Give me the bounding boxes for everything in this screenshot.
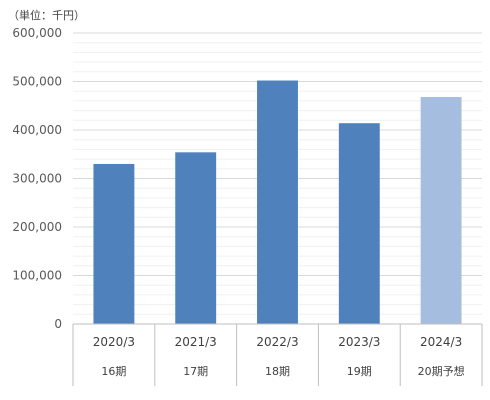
bar-forecast [420,97,462,325]
x-sub-label: 18期 [265,365,290,378]
x-sub-label: 17期 [183,365,208,378]
y-tick-label: 400,000 [12,123,62,137]
x-sub-label: 20期予想 [418,364,465,378]
bar [175,152,217,324]
x-sub-label: 19期 [347,365,372,378]
x-sub-label: 16期 [101,365,126,378]
x-tick-label: 2022/3 [256,335,298,349]
bar [93,163,135,324]
unit-label: （単位：千円） [8,8,85,22]
x-tick-label: 2021/3 [175,335,217,349]
bar [338,123,380,325]
bar [257,80,298,324]
x-axis: 2020/3 16期 2021/3 17期 2022/3 18期 2023/3 19期 2024… [72,323,483,386]
y-axis-ticks: 0 100,000 200,000 300,000 400,000 500,000 600,… [12,26,62,331]
y-tick-label: 200,000 [12,220,62,234]
x-tick-label: 2020/3 [93,335,135,349]
y-tick-label: 0 [54,317,62,331]
x-tick-label: 2023/3 [338,335,380,349]
y-tick-label: 100,000 [12,269,62,283]
bars [93,80,462,325]
y-tick-label: 600,000 [12,26,62,40]
y-tick-label: 500,000 [12,75,62,89]
x-tick-label: 2024/3 [420,335,462,349]
y-tick-label: 300,000 [12,172,62,186]
